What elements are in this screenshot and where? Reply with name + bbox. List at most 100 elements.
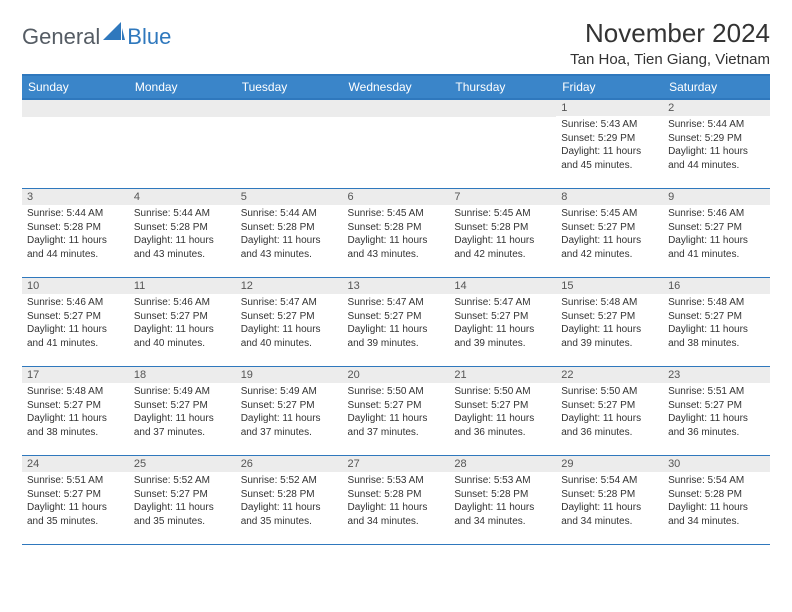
- day-body: Sunrise: 5:44 AMSunset: 5:29 PMDaylight:…: [663, 116, 770, 176]
- calendar-cell: 9Sunrise: 5:46 AMSunset: 5:27 PMDaylight…: [663, 189, 770, 278]
- sunrise-line: Sunrise: 5:51 AM: [668, 385, 765, 399]
- sunrise-line: Sunrise: 5:52 AM: [134, 474, 231, 488]
- calendar-cell: 20Sunrise: 5:50 AMSunset: 5:27 PMDayligh…: [343, 367, 450, 456]
- calendar-cell: 22Sunrise: 5:50 AMSunset: 5:27 PMDayligh…: [556, 367, 663, 456]
- calendar-cell: 4Sunrise: 5:44 AMSunset: 5:28 PMDaylight…: [129, 189, 236, 278]
- sunset-line: Sunset: 5:27 PM: [134, 310, 231, 324]
- daylight-line: Daylight: 11 hours and 43 minutes.: [348, 234, 445, 261]
- day-number: 1: [556, 100, 663, 116]
- day-number: 23: [663, 367, 770, 383]
- daylight-line: Daylight: 11 hours and 35 minutes.: [134, 501, 231, 528]
- sunset-line: Sunset: 5:28 PM: [241, 221, 338, 235]
- day-body: Sunrise: 5:48 AMSunset: 5:27 PMDaylight:…: [663, 294, 770, 354]
- day-body: Sunrise: 5:54 AMSunset: 5:28 PMDaylight:…: [556, 472, 663, 532]
- sunset-line: Sunset: 5:27 PM: [561, 310, 658, 324]
- daylight-line: Daylight: 11 hours and 39 minutes.: [348, 323, 445, 350]
- daylight-line: Daylight: 11 hours and 43 minutes.: [134, 234, 231, 261]
- sunrise-line: Sunrise: 5:52 AM: [241, 474, 338, 488]
- calendar-cell: [22, 99, 129, 189]
- calendar-table: SundayMondayTuesdayWednesdayThursdayFrid…: [22, 74, 770, 545]
- sunset-line: Sunset: 5:28 PM: [241, 488, 338, 502]
- calendar-cell: 8Sunrise: 5:45 AMSunset: 5:27 PMDaylight…: [556, 189, 663, 278]
- daylight-line: Daylight: 11 hours and 35 minutes.: [27, 501, 124, 528]
- calendar-row: 17Sunrise: 5:48 AMSunset: 5:27 PMDayligh…: [22, 367, 770, 456]
- day-body: Sunrise: 5:46 AMSunset: 5:27 PMDaylight:…: [663, 205, 770, 265]
- day-number: 2: [663, 100, 770, 116]
- calendar-cell: [449, 99, 556, 189]
- day-number: 24: [22, 456, 129, 472]
- sunrise-line: Sunrise: 5:44 AM: [241, 207, 338, 221]
- weekday-header: Thursday: [449, 75, 556, 99]
- day-number: 7: [449, 189, 556, 205]
- day-body: Sunrise: 5:45 AMSunset: 5:28 PMDaylight:…: [343, 205, 450, 265]
- weekday-header: Sunday: [22, 75, 129, 99]
- day-number: 20: [343, 367, 450, 383]
- sunset-line: Sunset: 5:27 PM: [454, 399, 551, 413]
- calendar-cell: 26Sunrise: 5:52 AMSunset: 5:28 PMDayligh…: [236, 456, 343, 545]
- sunset-line: Sunset: 5:29 PM: [561, 132, 658, 146]
- calendar-cell: 13Sunrise: 5:47 AMSunset: 5:27 PMDayligh…: [343, 278, 450, 367]
- sunset-line: Sunset: 5:29 PM: [668, 132, 765, 146]
- daylight-line: Daylight: 11 hours and 37 minutes.: [348, 412, 445, 439]
- sunrise-line: Sunrise: 5:50 AM: [348, 385, 445, 399]
- day-number: 16: [663, 278, 770, 294]
- sunset-line: Sunset: 5:28 PM: [134, 221, 231, 235]
- day-body: Sunrise: 5:46 AMSunset: 5:27 PMDaylight:…: [22, 294, 129, 354]
- logo-text-general: General: [22, 24, 100, 50]
- sunrise-line: Sunrise: 5:46 AM: [27, 296, 124, 310]
- sunrise-line: Sunrise: 5:46 AM: [134, 296, 231, 310]
- calendar-cell: 30Sunrise: 5:54 AMSunset: 5:28 PMDayligh…: [663, 456, 770, 545]
- calendar-cell: 10Sunrise: 5:46 AMSunset: 5:27 PMDayligh…: [22, 278, 129, 367]
- sunset-line: Sunset: 5:28 PM: [454, 221, 551, 235]
- day-body: Sunrise: 5:54 AMSunset: 5:28 PMDaylight:…: [663, 472, 770, 532]
- sunrise-line: Sunrise: 5:46 AM: [668, 207, 765, 221]
- calendar-body: 1Sunrise: 5:43 AMSunset: 5:29 PMDaylight…: [22, 99, 770, 545]
- calendar-cell: [129, 99, 236, 189]
- day-body: Sunrise: 5:46 AMSunset: 5:27 PMDaylight:…: [129, 294, 236, 354]
- day-body: Sunrise: 5:44 AMSunset: 5:28 PMDaylight:…: [129, 205, 236, 265]
- sunrise-line: Sunrise: 5:48 AM: [561, 296, 658, 310]
- day-body: Sunrise: 5:50 AMSunset: 5:27 PMDaylight:…: [343, 383, 450, 443]
- sunset-line: Sunset: 5:27 PM: [348, 310, 445, 324]
- daylight-line: Daylight: 11 hours and 36 minutes.: [668, 412, 765, 439]
- daylight-line: Daylight: 11 hours and 34 minutes.: [561, 501, 658, 528]
- day-body: Sunrise: 5:52 AMSunset: 5:28 PMDaylight:…: [236, 472, 343, 532]
- calendar-cell: 27Sunrise: 5:53 AMSunset: 5:28 PMDayligh…: [343, 456, 450, 545]
- sunset-line: Sunset: 5:28 PM: [454, 488, 551, 502]
- calendar-cell: 17Sunrise: 5:48 AMSunset: 5:27 PMDayligh…: [22, 367, 129, 456]
- day-number: 18: [129, 367, 236, 383]
- sunset-line: Sunset: 5:27 PM: [241, 399, 338, 413]
- calendar-cell: 12Sunrise: 5:47 AMSunset: 5:27 PMDayligh…: [236, 278, 343, 367]
- day-number: 10: [22, 278, 129, 294]
- day-number: 26: [236, 456, 343, 472]
- sunrise-line: Sunrise: 5:48 AM: [27, 385, 124, 399]
- sunset-line: Sunset: 5:27 PM: [241, 310, 338, 324]
- day-number-empty: [129, 100, 236, 117]
- daylight-line: Daylight: 11 hours and 44 minutes.: [27, 234, 124, 261]
- day-body: Sunrise: 5:50 AMSunset: 5:27 PMDaylight:…: [556, 383, 663, 443]
- day-number: 5: [236, 189, 343, 205]
- day-number-empty: [343, 100, 450, 117]
- calendar-cell: 19Sunrise: 5:49 AMSunset: 5:27 PMDayligh…: [236, 367, 343, 456]
- day-body: Sunrise: 5:50 AMSunset: 5:27 PMDaylight:…: [449, 383, 556, 443]
- sunset-line: Sunset: 5:28 PM: [348, 488, 445, 502]
- daylight-line: Daylight: 11 hours and 39 minutes.: [561, 323, 658, 350]
- calendar-cell: 24Sunrise: 5:51 AMSunset: 5:27 PMDayligh…: [22, 456, 129, 545]
- day-number: 25: [129, 456, 236, 472]
- sunset-line: Sunset: 5:27 PM: [27, 488, 124, 502]
- calendar-cell: 6Sunrise: 5:45 AMSunset: 5:28 PMDaylight…: [343, 189, 450, 278]
- sunset-line: Sunset: 5:27 PM: [668, 221, 765, 235]
- sunrise-line: Sunrise: 5:45 AM: [454, 207, 551, 221]
- day-number: 6: [343, 189, 450, 205]
- sunrise-line: Sunrise: 5:50 AM: [454, 385, 551, 399]
- day-body: Sunrise: 5:47 AMSunset: 5:27 PMDaylight:…: [236, 294, 343, 354]
- day-body: Sunrise: 5:48 AMSunset: 5:27 PMDaylight:…: [22, 383, 129, 443]
- location: Tan Hoa, Tien Giang, Vietnam: [570, 51, 770, 68]
- daylight-line: Daylight: 11 hours and 34 minutes.: [454, 501, 551, 528]
- daylight-line: Daylight: 11 hours and 45 minutes.: [561, 145, 658, 172]
- sunset-line: Sunset: 5:27 PM: [27, 399, 124, 413]
- day-number: 30: [663, 456, 770, 472]
- sunrise-line: Sunrise: 5:45 AM: [348, 207, 445, 221]
- sunrise-line: Sunrise: 5:43 AM: [561, 118, 658, 132]
- sunrise-line: Sunrise: 5:49 AM: [134, 385, 231, 399]
